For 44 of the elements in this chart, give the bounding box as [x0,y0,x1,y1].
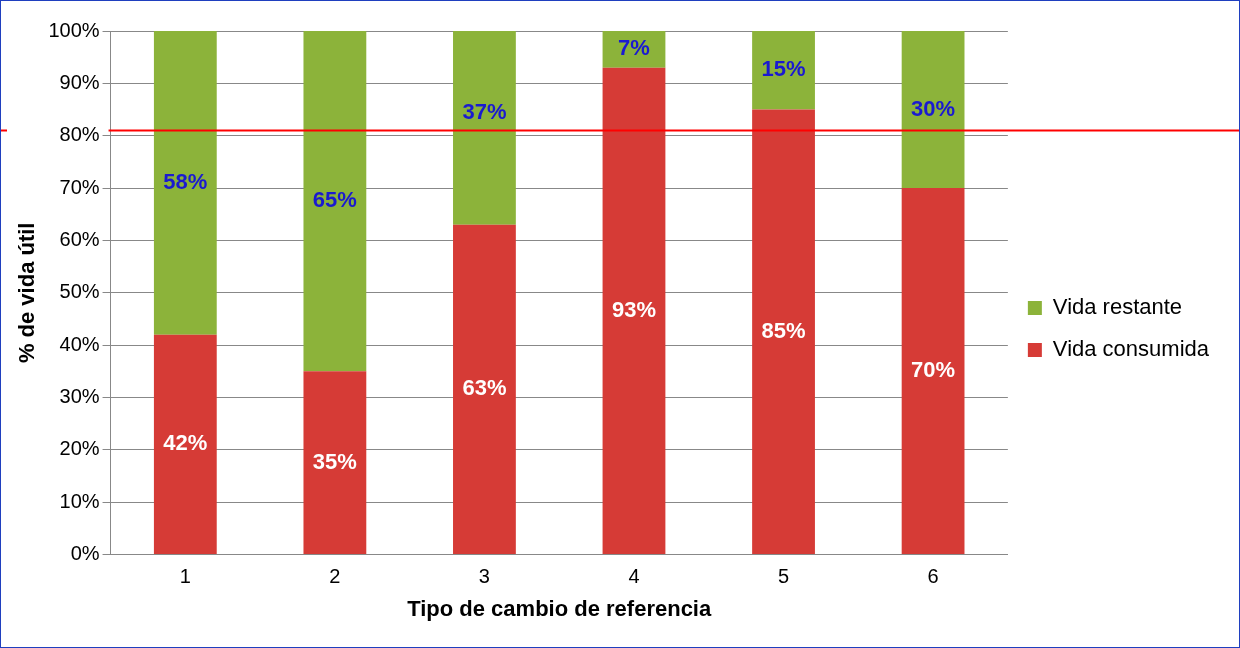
bar [153,334,217,555]
data-label: 35% [312,448,357,474]
data-label: 58% [163,168,208,194]
y-tick-label: 20% [59,437,100,460]
data-label: 37% [462,98,507,124]
data-label: 7% [618,35,650,61]
y-tick-label: 40% [59,332,100,355]
bar [752,31,815,110]
x-axis-title: Tipo de cambio de referencia [407,595,712,621]
y-tick-label: 80% [59,123,100,146]
data-label: 65% [312,187,357,213]
x-tick-label: 1 [179,565,191,588]
bar [752,109,815,555]
y-tick-label: 10% [59,489,100,512]
data-label: 70% [911,357,956,383]
x-tick-label: 3 [478,565,490,588]
data-label: 63% [462,375,507,401]
bar [303,371,367,555]
y-tick-label: 0% [70,542,100,565]
data-label: 42% [163,430,208,456]
data-label: 30% [911,95,956,121]
legend-label: Vida restante [1052,294,1183,320]
x-tick-label: 5 [777,565,790,588]
y-tick-label: 50% [59,280,100,303]
bar [901,31,965,189]
y-axis-title: % de vida útil [14,222,40,364]
bar [901,188,965,555]
x-tick-label: 2 [329,565,341,588]
legend-label: Vida consumida [1052,336,1210,362]
data-label: 15% [761,56,806,82]
y-tick-label: 90% [59,70,100,93]
bar [453,224,516,555]
y-tick-label: 70% [59,175,100,198]
bar [602,67,666,555]
y-tick-label: 60% [59,227,100,250]
y-tick-label: 30% [59,385,100,408]
x-tick-label: 6 [927,565,939,588]
x-tick-label: 4 [628,565,640,588]
y-tick-label: 100% [48,18,100,41]
data-label: 85% [761,317,806,343]
data-label: 93% [611,296,657,322]
bar [153,31,217,335]
bar [453,31,516,225]
bar [303,31,367,372]
